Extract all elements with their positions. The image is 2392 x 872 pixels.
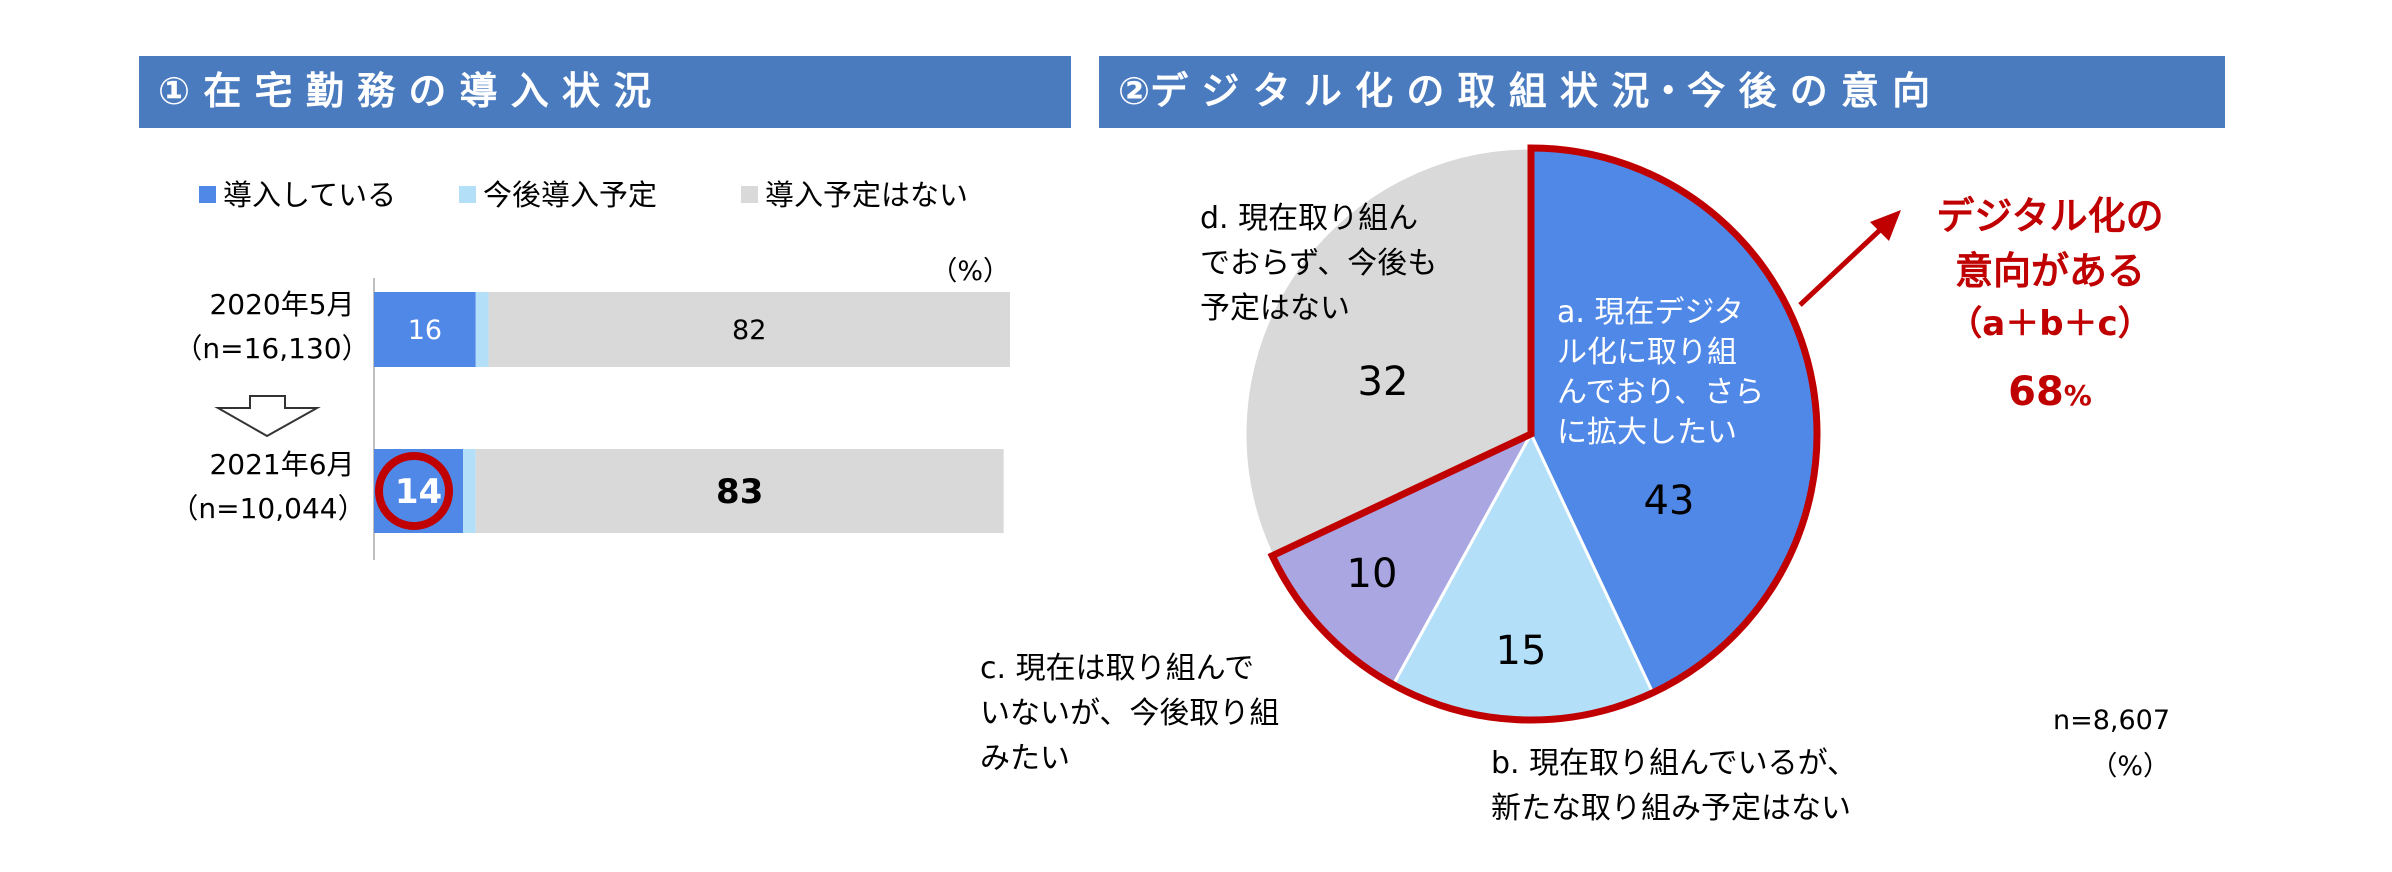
pie-sample-size: n=8,607 <box>2053 705 2170 736</box>
pie-label-b-line: 新たな取り組み予定はない <box>1491 791 1851 826</box>
bar-label-introduced-1: 14 <box>395 472 442 512</box>
bar-label-not-planned-0: 82 <box>732 315 766 346</box>
pie-label-c-line: いないが、今後取り組 <box>980 696 1279 731</box>
bar-segment-planned-0 <box>475 292 489 367</box>
category-2020-line2: （n=16,130） <box>174 332 369 365</box>
pie-label-d-line: でおらず、今後も <box>1200 246 1437 281</box>
bar-segment-introduced-0 <box>374 292 476 367</box>
pie-label-a-line: んでおり、さら <box>1557 375 1764 410</box>
legend-label-planned: 今後導入予定 <box>483 178 657 212</box>
pie-unit-label: （%） <box>2090 751 2170 782</box>
legend-swatch-not-planned <box>741 186 758 203</box>
bar-segment-not-planned-0 <box>488 292 1011 367</box>
callout-line2: 意向がある <box>1955 249 2145 293</box>
bar-label-not-planned-1: 83 <box>716 472 763 512</box>
left-panel: ① 在 宅 勤 務 の 導 入 状 況 導入している 今後導入予定 導入予定はな… <box>139 56 1071 560</box>
category-2020-line1: 2020年5月 <box>209 288 354 321</box>
bar-label-introduced-0: 16 <box>408 315 442 346</box>
bar-unit-label: （%） <box>930 256 1010 287</box>
callout-text: デジタル化の 意向がある （a＋b＋c） 68% <box>1936 194 2163 415</box>
pie-label-a-line: に拡大したい <box>1557 415 1737 450</box>
legend-label-introduced: 導入している <box>223 178 396 212</box>
pie-label-a-line: ル化に取り組 <box>1557 335 1737 370</box>
down-arrow-icon <box>214 395 321 438</box>
pie-slice-labels: 43 15 10 32 a. 現在デジタル化に取り組んでおり、さらに拡大したい b. 現在… <box>980 201 1857 826</box>
callout-value: 68% <box>2008 369 2092 415</box>
bar-legend: 導入している 今後導入予定 導入予定はない <box>199 178 968 212</box>
callout-line3: （a＋b＋c） <box>1948 304 2151 344</box>
pie-label-a-line: a. 現在デジタ <box>1557 295 1744 330</box>
bar-segment-not-planned-1 <box>475 449 1004 533</box>
callout-line1: デジタル化の <box>1936 194 2163 238</box>
right-panel-title: ②デ ジ タ ル 化 の 取 組 状 況・今 後 の 意 向 <box>1118 69 1930 113</box>
pie-value-c: 10 <box>1347 551 1398 597</box>
pie-value-d: 32 <box>1358 359 1409 405</box>
legend-swatch-introduced <box>199 186 216 203</box>
pie-label-b-line: b. 現在取り組んでいるが、 <box>1491 746 1857 781</box>
pie-label-a: a. 現在デジタル化に取り組んでおり、さらに拡大したい <box>1557 295 1764 450</box>
callout-value-unit: % <box>2064 379 2092 412</box>
callout-value-number: 68 <box>2008 369 2064 415</box>
callout-arrow-head <box>1870 210 1901 241</box>
pie-label-c: c. 現在は取り組んでいないが、今後取り組みたい <box>980 651 1279 776</box>
pie-label-d-line: 予定はない <box>1200 291 1350 326</box>
pie-label-b: b. 現在取り組んでいるが、新たな取り組み予定はない <box>1491 746 1857 826</box>
pie-label-c-line: c. 現在は取り組んで <box>980 651 1254 686</box>
left-panel-title: ① 在 宅 勤 務 の 導 入 状 況 <box>158 69 651 113</box>
stacked-bars: 1628214283 <box>374 292 1011 533</box>
pie-label-d: d. 現在取り組んでおらず、今後も予定はない <box>1200 201 1437 326</box>
pie-label-d-line: d. 現在取り組ん <box>1200 201 1418 236</box>
bar-segment-planned-1 <box>463 449 476 533</box>
category-2021-line1: 2021年6月 <box>209 448 354 481</box>
callout-arrow <box>1798 210 1901 307</box>
callout-arrow-line <box>1798 228 1882 307</box>
pie-value-a: 43 <box>1644 478 1695 524</box>
intent-group-outline <box>1267 144 1821 724</box>
right-panel: ②デ ジ タ ル 化 の 取 組 状 況・今 後 の 意 向 43 15 10 32 a… <box>980 56 2225 826</box>
right-panel-header <box>1099 56 2225 128</box>
pie-slice-d <box>1243 146 1533 558</box>
pie-value-b: 15 <box>1496 628 1547 674</box>
category-2021-line2: （n=10,044） <box>170 492 365 525</box>
legend-label-not-planned: 導入予定はない <box>765 178 968 212</box>
category-labels: 2020年5月 （n=16,130） 2021年6月 （n=10,044） <box>170 288 369 525</box>
legend-swatch-planned <box>459 186 476 203</box>
highlight-circle <box>375 452 453 530</box>
left-panel-header <box>139 56 1071 128</box>
pie-label-c-line: みたい <box>980 741 1070 776</box>
